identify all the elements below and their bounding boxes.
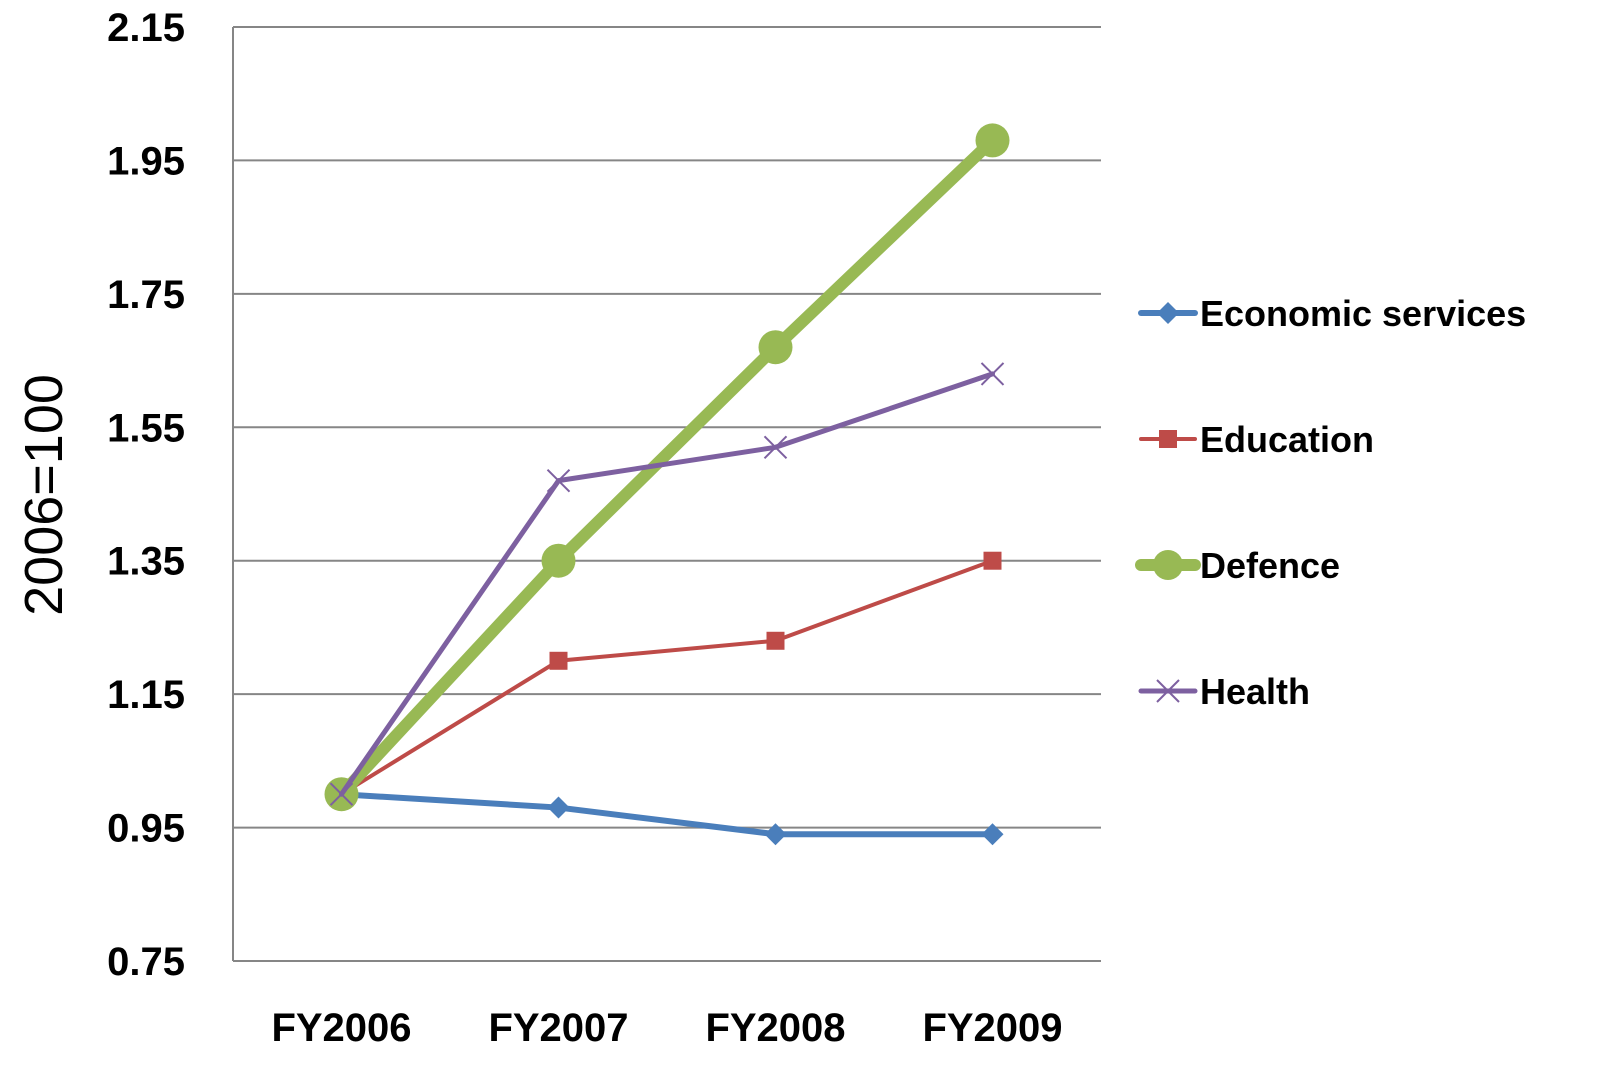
data-point-x <box>980 362 1005 386</box>
y-tick-label: 1.55 <box>107 406 185 450</box>
y-axis-label: 2006=100 <box>14 374 74 616</box>
y-tick-label: 0.75 <box>107 940 185 984</box>
x-tick-label: FY2009 <box>922 1006 1062 1050</box>
x-tick-label: FY2008 <box>705 1006 845 1050</box>
y-tick-label: 1.15 <box>107 673 185 717</box>
series-education <box>332 551 1002 804</box>
data-point-circle <box>758 330 793 365</box>
y-tick-label: 1.95 <box>107 139 185 183</box>
legend: Economic services Education Defence Health <box>1135 293 1526 712</box>
data-point-square <box>766 631 785 650</box>
series-group <box>324 123 1010 846</box>
data-point-circle <box>975 123 1010 158</box>
data-point-circle <box>1153 550 1183 580</box>
x-tick-labels: FY2006 FY2007 FY2008 FY2009 <box>271 1006 1062 1050</box>
x-tick-label: FY2007 <box>488 1006 628 1050</box>
data-point-x <box>329 782 354 806</box>
legend-item: Health <box>1138 671 1310 712</box>
legend-item: Economic services <box>1138 293 1526 334</box>
data-point-x <box>763 435 788 460</box>
legend-label: Defence <box>1200 545 1340 586</box>
data-point-square <box>1159 430 1177 448</box>
data-point-x <box>1156 679 1180 703</box>
data-point-x <box>546 468 571 493</box>
y-tick-label: 1.75 <box>107 273 185 317</box>
y-tick-label: 1.35 <box>107 540 185 584</box>
series-line <box>339 558 995 797</box>
series-line <box>335 134 999 801</box>
data-point-diamond <box>547 796 570 819</box>
legend-item: Education <box>1139 419 1374 460</box>
y-tick-label: 0.95 <box>107 807 185 851</box>
gridlines <box>233 26 1101 829</box>
series-line <box>339 371 995 797</box>
series-health <box>329 362 1005 806</box>
data-point-diamond <box>981 823 1004 846</box>
x-tick-label: FY2006 <box>271 1006 411 1050</box>
data-point-diamond <box>1157 302 1179 324</box>
data-point-square <box>549 651 568 670</box>
series-defence <box>324 123 1010 812</box>
series-economic-services <box>330 783 1004 846</box>
legend-label: Health <box>1200 671 1310 712</box>
legend-label: Education <box>1200 419 1374 460</box>
data-point-square <box>983 551 1002 570</box>
legend-label: Economic services <box>1200 293 1526 334</box>
series-line <box>338 791 996 838</box>
y-tick-labels: 2.15 1.95 1.75 1.55 1.35 1.15 0.95 0.75 <box>107 6 185 984</box>
y-tick-label: 2.15 <box>107 6 185 50</box>
legend-item: Defence <box>1135 545 1340 586</box>
data-point-diamond <box>764 823 787 846</box>
data-point-circle <box>541 543 576 578</box>
